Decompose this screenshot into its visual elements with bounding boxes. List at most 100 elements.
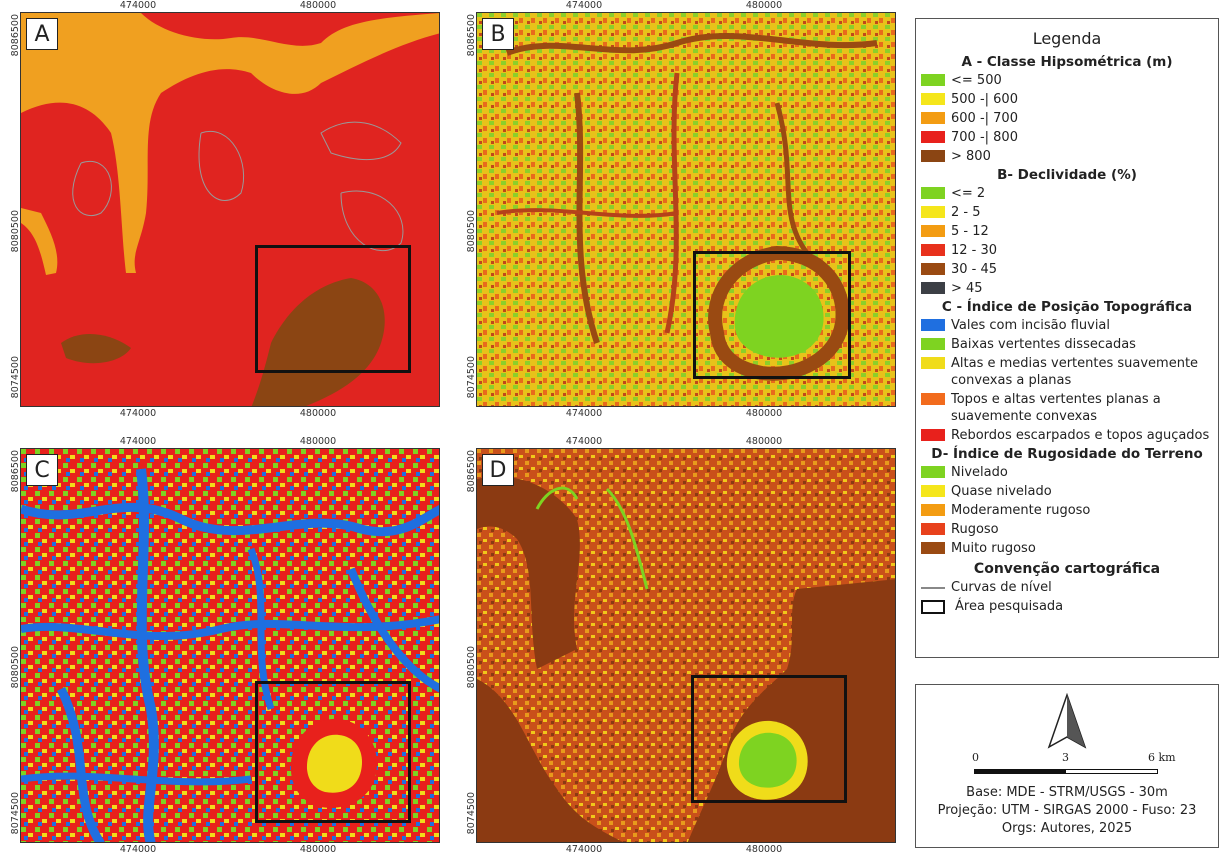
legend-item: 30 - 45 xyxy=(916,261,1218,278)
legend-swatch xyxy=(921,244,945,256)
legend-swatch xyxy=(921,74,945,86)
scale-label-end: 6 km xyxy=(1148,751,1176,764)
legend-item: 600 -| 700 xyxy=(916,110,1218,127)
legend-item-label: 12 - 30 xyxy=(951,243,998,258)
legend-swatch xyxy=(921,282,945,294)
tri-map-svg xyxy=(477,449,895,842)
panel-a: 474000 480000 8086500 8080500 8074500 80… xyxy=(0,0,441,419)
legend-item-contours: Curvas de nível xyxy=(916,579,1218,596)
study-area-box xyxy=(255,681,411,823)
legend-item: 500 -| 600 xyxy=(916,91,1218,108)
convention-title: Convenção cartográfica xyxy=(973,561,1161,577)
panel-c: 474000 480000 8086500 8080500 8074500 80… xyxy=(0,436,441,855)
x-tick-bottom: 474000 xyxy=(119,408,157,419)
slope-map: B xyxy=(476,12,896,407)
legend-item-label: Nivelado xyxy=(951,465,1008,480)
panel-d: 474000 480000 8086500 8080500 8074500 80… xyxy=(456,436,897,855)
x-tick-bottom: 474000 xyxy=(565,844,603,855)
legend-swatch xyxy=(921,187,945,199)
legend-section-title: A - Classe Hipsométrica (m) xyxy=(961,54,1173,70)
study-area-box xyxy=(255,245,411,373)
hypsometric-map: A xyxy=(20,12,440,407)
info-projection: Projeção: UTM - SIRGAS 2000 - Fuso: 23 xyxy=(937,803,1197,818)
legend-swatch xyxy=(921,206,945,218)
legend-item-label: Rebordos escarpados e topos aguçados xyxy=(951,428,1210,443)
legend-title: Legenda xyxy=(1032,29,1102,48)
legend-swatch xyxy=(921,429,945,441)
legend-item: Moderamente rugoso xyxy=(916,502,1218,519)
legend-box: Legenda A - Classe Hipsométrica (m) <= 50… xyxy=(915,18,1219,658)
x-tick-top: 480000 xyxy=(299,0,337,11)
legend-item-label: > 800 xyxy=(951,149,991,164)
legend-section-title: C - Índice de Posição Topográfica xyxy=(941,299,1193,315)
legend-swatch xyxy=(921,150,945,162)
legend-item: <= 500 xyxy=(916,72,1218,89)
legend-item-label: 5 - 12 xyxy=(951,224,989,239)
x-tick-top: 474000 xyxy=(565,0,603,11)
x-tick-bottom: 480000 xyxy=(745,408,783,419)
legend-item-label: Muito rugoso xyxy=(951,541,1036,556)
tpi-map: C xyxy=(20,448,440,843)
legend-swatch xyxy=(921,225,945,237)
scale-label-start: 0 xyxy=(972,751,979,764)
contour-line-swatch xyxy=(921,587,945,589)
legend-item: 700 -| 800 xyxy=(916,129,1218,146)
legend-item: Baixas vertentes dissecadas xyxy=(916,336,1218,353)
legend-item: Rugoso xyxy=(916,521,1218,538)
slope-map-svg xyxy=(477,13,895,406)
legend-swatch xyxy=(921,504,945,516)
legend-item-label: 30 - 45 xyxy=(951,262,998,277)
north-arrow-icon xyxy=(1047,693,1087,749)
x-tick-bottom: 474000 xyxy=(565,408,603,419)
panel-label: B xyxy=(482,18,514,50)
hypsometric-map-svg xyxy=(21,13,439,406)
legend-swatch xyxy=(921,319,945,331)
legend-item: Altas e medias vertentes suavemente conv… xyxy=(916,355,1218,389)
x-tick-bottom: 480000 xyxy=(299,408,337,419)
scalebar xyxy=(974,769,1158,774)
legend-item-label: 600 -| 700 xyxy=(951,111,1018,126)
legend-sections: A - Classe Hipsométrica (m) <= 500 500 -| … xyxy=(916,54,1218,557)
legend-swatch xyxy=(921,542,945,554)
legend-item-label: 700 -| 800 xyxy=(951,130,1018,145)
info-authors: Orgs: Autores, 2025 xyxy=(1001,821,1133,836)
panel-label: A xyxy=(26,18,58,50)
legend-swatch xyxy=(921,485,945,497)
legend-item-label: Área pesquisada xyxy=(955,599,1064,614)
info-box: 0 3 6 km Base: MDE - STRM/USGS - 30m Pro… xyxy=(915,684,1219,848)
legend-section-title: D- Índice de Rugosidade do Terreno xyxy=(931,446,1203,462)
scale-label-mid: 3 xyxy=(1062,751,1069,764)
legend-item: Nivelado xyxy=(916,464,1218,481)
info-base: Base: MDE - STRM/USGS - 30m xyxy=(966,785,1168,800)
legend-item-label: Baixas vertentes dissecadas xyxy=(951,337,1136,352)
legend-swatch xyxy=(921,112,945,124)
legend-item: Muito rugoso xyxy=(916,540,1218,557)
legend-item-label: Altas e medias vertentes suavemente conv… xyxy=(951,356,1199,388)
legend-item-label: > 45 xyxy=(951,281,983,296)
legend-item: Rebordos escarpados e topos aguçados xyxy=(916,427,1218,444)
x-tick-bottom: 474000 xyxy=(119,844,157,855)
legend-item-label: 500 -| 600 xyxy=(951,92,1018,107)
legend-item-label: 2 - 5 xyxy=(951,205,981,220)
legend-item: 12 - 30 xyxy=(916,242,1218,259)
legend-item: > 800 xyxy=(916,148,1218,165)
x-tick-top: 480000 xyxy=(745,0,783,11)
legend-section-title: B- Declividade (%) xyxy=(997,167,1137,183)
x-tick-bottom: 480000 xyxy=(299,844,337,855)
legend-item: Topos e altas vertentes planas a suaveme… xyxy=(916,391,1218,425)
x-tick-top: 480000 xyxy=(299,436,337,447)
study-area-box xyxy=(693,251,851,379)
panel-b: 474000 480000 8086500 8080500 8074500 80… xyxy=(456,0,897,419)
tri-map: D xyxy=(476,448,896,843)
legend-item: 5 - 12 xyxy=(916,223,1218,240)
legend-item-label: Rugoso xyxy=(951,522,999,537)
legend-item: <= 2 xyxy=(916,185,1218,202)
legend-item-label: <= 2 xyxy=(951,186,986,201)
legend-swatch xyxy=(921,131,945,143)
panel-label: D xyxy=(482,454,514,486)
x-tick-bottom: 480000 xyxy=(745,844,783,855)
legend-swatch xyxy=(921,393,945,405)
legend-swatch xyxy=(921,523,945,535)
legend-item-label: Vales com incisão fluvial xyxy=(951,318,1111,333)
legend-item-label: Quase nivelado xyxy=(951,484,1052,499)
